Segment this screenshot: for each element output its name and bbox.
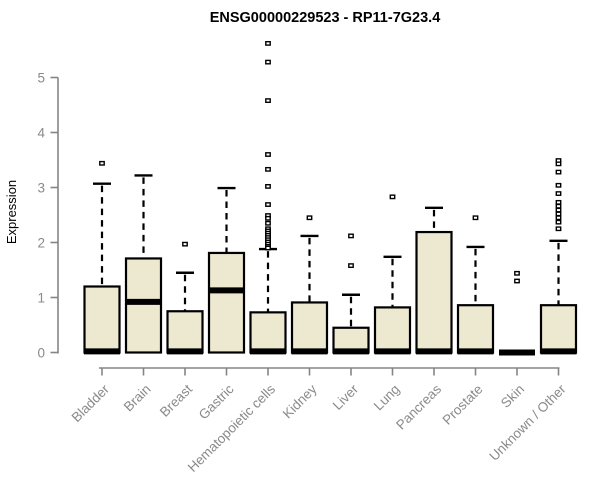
outlier-point xyxy=(265,183,271,189)
boxplot-prostate xyxy=(456,215,495,355)
y-axis-label: Expression xyxy=(4,180,19,244)
boxplot-gastric xyxy=(207,186,246,354)
x-tick-label: Prostate xyxy=(439,382,485,428)
x-tick-label: Brain xyxy=(121,382,154,415)
box-rect xyxy=(539,304,578,354)
outlier-point xyxy=(472,215,479,221)
outlier-point xyxy=(555,199,562,205)
boxplot-bladder xyxy=(83,160,121,355)
y-tick-label: 3 xyxy=(37,180,45,195)
box-rect xyxy=(456,304,495,354)
y-tick-label: 1 xyxy=(37,290,45,305)
outlier-point xyxy=(555,203,562,209)
y-tick-label: 2 xyxy=(37,235,45,250)
outlier-point xyxy=(389,194,396,200)
outlier-point xyxy=(265,152,271,157)
outlier-point xyxy=(555,226,562,232)
outlier-point xyxy=(555,207,562,213)
outlier-point xyxy=(265,98,271,104)
chart-title: ENSG00000229523 - RP11-7G23.4 xyxy=(210,10,441,26)
x-tick-label: Kidney xyxy=(280,381,320,421)
outlier-point xyxy=(555,161,562,167)
outlier-point xyxy=(265,220,271,226)
boxplot-breast xyxy=(166,241,204,355)
outlier-point xyxy=(514,278,520,284)
x-tick-label: Gastric xyxy=(196,381,237,422)
outlier-point xyxy=(182,241,188,247)
outlier-point xyxy=(555,219,562,225)
boxplot-lung xyxy=(373,194,412,355)
y-tick-label: 0 xyxy=(37,345,45,360)
outlier-point xyxy=(555,169,562,175)
box-rect xyxy=(166,310,204,354)
boxplot-hematopoietic-cells xyxy=(249,41,287,355)
outlier-point xyxy=(265,215,271,221)
box-rect xyxy=(290,301,329,354)
outlier-point xyxy=(306,215,313,221)
x-tick-label: Liver xyxy=(330,381,362,413)
boxplot-brain xyxy=(124,174,163,354)
outlier-point xyxy=(348,233,354,239)
outlier-point xyxy=(265,245,271,251)
x-tick-label: Breast xyxy=(157,381,195,419)
x-tick-label: Bladder xyxy=(69,381,113,425)
box-rect xyxy=(415,230,453,354)
boxplot-liver xyxy=(332,233,370,355)
boxplot-kidney xyxy=(290,215,329,355)
outlier-point xyxy=(265,166,271,172)
x-tick-label: Lung xyxy=(371,382,403,414)
box-rect xyxy=(124,257,163,354)
outlier-point xyxy=(348,263,354,268)
outlier-point xyxy=(265,41,271,46)
x-tick-label: Skin xyxy=(498,382,527,411)
boxplot-unknown-other xyxy=(539,158,578,355)
outlier-point xyxy=(265,59,271,65)
boxplot-pancreas xyxy=(415,206,453,355)
outlier-point xyxy=(555,191,562,196)
box-rect xyxy=(207,251,246,354)
y-tick-label: 4 xyxy=(37,125,45,140)
outlier-point xyxy=(265,202,271,207)
outlier-point xyxy=(555,182,562,188)
y-tick-label: 5 xyxy=(37,70,45,85)
x-tick-label: Unknown / Other xyxy=(486,381,569,464)
box-rect xyxy=(249,311,287,354)
outlier-point xyxy=(99,160,105,166)
box-rect xyxy=(83,285,121,354)
x-tick-label: Pancreas xyxy=(393,381,444,432)
boxplot-skin xyxy=(499,270,535,356)
outlier-point xyxy=(514,270,520,276)
box-rect xyxy=(373,306,412,354)
outlier-point xyxy=(555,211,562,217)
outlier-point xyxy=(555,215,562,221)
